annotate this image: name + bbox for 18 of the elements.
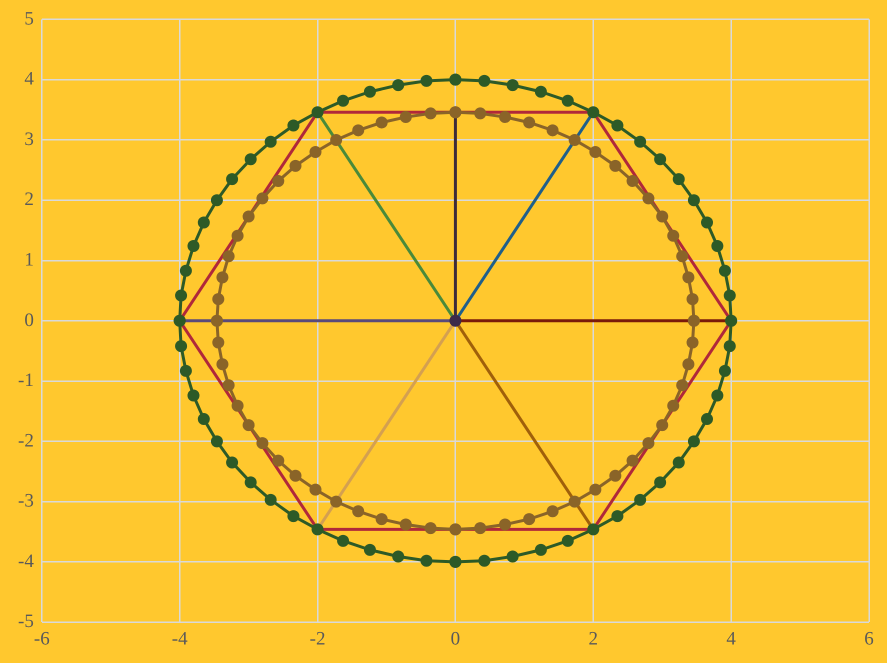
x-tick-label: -4 [172,628,188,650]
y-tick-label: -5 [18,611,34,632]
x-tick-label: 0 [450,628,460,650]
y-tick-label: 0 [24,310,34,331]
x-tick-label: 6 [864,628,874,650]
x-tick-label: 2 [588,628,598,650]
x-tick-label: 4 [726,628,736,650]
y-tick-label: 4 [24,68,34,90]
y-tick-label: -2 [18,430,34,452]
y-tick-label: 3 [24,128,34,150]
y-tick-label: -3 [18,490,34,512]
y-tick-label: 2 [24,189,34,210]
x-tick-label: -2 [310,628,326,650]
y-tick-label: 5 [24,8,34,30]
x-tick-label: -6 [34,628,50,650]
y-tick-label: 1 [24,250,34,271]
y-tick-label: -4 [18,550,34,572]
y-tick-label: -1 [18,370,34,392]
